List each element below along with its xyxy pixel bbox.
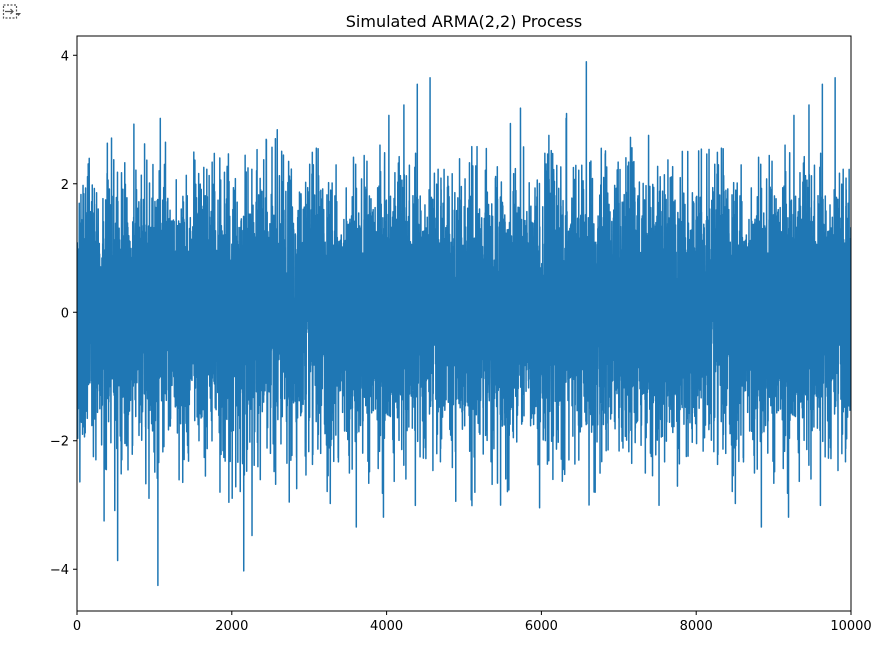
y-tick-label: 0 — [61, 306, 69, 321]
x-tick-label: 10000 — [830, 619, 871, 634]
x-tick-label: 8000 — [680, 619, 713, 634]
toggle-icon-graphic — [2, 4, 21, 19]
y-axis: 4 2 0 −2 −4 — [50, 49, 77, 578]
x-tick-label: 6000 — [525, 619, 558, 634]
y-tick-label: 4 — [61, 49, 69, 64]
series-line — [77, 60, 851, 587]
y-tick-label: 2 — [61, 178, 69, 193]
axes-frame — [76, 35, 852, 612]
output-toggle-icon[interactable] — [2, 3, 22, 21]
x-tick-label: 4000 — [370, 619, 403, 634]
y-tick-label: −2 — [50, 435, 69, 450]
x-axis: 0 2000 4000 6000 8000 10000 — [73, 611, 872, 634]
x-tick-label: 2000 — [215, 619, 248, 634]
chart-title: Simulated ARMA(2,2) Process — [346, 12, 582, 31]
x-tick-label: 0 — [73, 619, 81, 634]
plot-area — [77, 60, 851, 587]
y-tick-label: −4 — [50, 563, 69, 578]
